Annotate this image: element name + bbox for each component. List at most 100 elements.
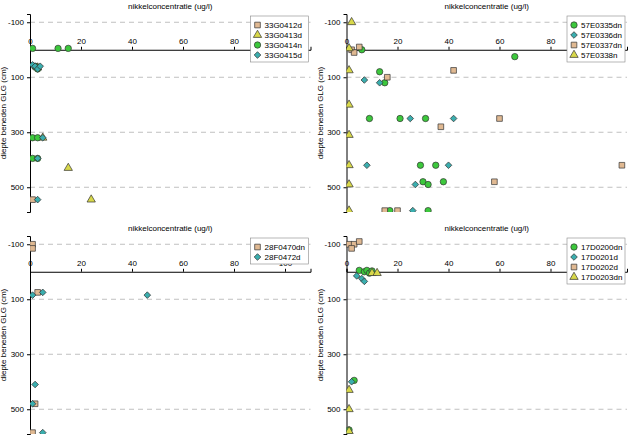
- y-tick-mark: [344, 187, 347, 188]
- data-point: [32, 381, 39, 388]
- x-axis-line: [31, 269, 312, 273]
- data-point: [347, 17, 355, 24]
- y-tick-mark: [27, 354, 30, 355]
- data-point: [397, 115, 403, 121]
- x-tick-mark: [347, 269, 348, 272]
- y-tick: -100: [8, 18, 30, 27]
- x-tick: 80: [230, 37, 239, 50]
- data-point: [425, 207, 431, 212]
- x-tick-mark: [398, 47, 399, 50]
- series: [30, 62, 46, 203]
- y-tick-label: 100: [11, 73, 25, 82]
- series: [30, 289, 151, 434]
- y-tick-mark: [27, 132, 30, 133]
- grid-line: [347, 299, 628, 300]
- y-axis-title: diepte beneden GLG (cm): [0, 288, 8, 381]
- y-tick-label: -100: [8, 18, 25, 27]
- marks: [30, 45, 95, 203]
- legend-label: 57E0337dn: [581, 41, 622, 50]
- x-tick-label: 80: [547, 259, 556, 268]
- legend-label: 33G0415d: [265, 51, 302, 60]
- data-point: [30, 400, 36, 407]
- x-tick-label: 40: [445, 37, 454, 46]
- legend: 57E0335dn57E0336dn57E0337dn57E0338n: [567, 16, 625, 62]
- y-tick-label: -100: [324, 18, 341, 27]
- data-point: [361, 278, 368, 285]
- data-point: [30, 246, 35, 252]
- y-tick: 300: [327, 350, 346, 359]
- legend-box: [251, 16, 309, 62]
- legend-label: 28F0470dn: [265, 243, 305, 252]
- grid-line: [347, 409, 628, 410]
- x-tick-label: 60: [496, 37, 505, 46]
- x-tick-label: 0: [28, 37, 33, 46]
- x-tick-mark: [500, 47, 501, 50]
- data-point: [347, 44, 354, 51]
- series: [347, 239, 363, 252]
- x-tick: 0: [345, 259, 350, 272]
- y-tick: 500: [327, 183, 346, 192]
- legend-box: [567, 238, 625, 284]
- panel: -10010030050002040608010017D0200dn17D020…: [316, 224, 628, 436]
- data-point: [409, 207, 416, 212]
- series: [30, 45, 71, 161]
- y-tick-label: -100: [8, 240, 25, 249]
- data-point: [450, 115, 457, 122]
- legend-symbol: [254, 52, 261, 59]
- grid-line: [30, 77, 311, 78]
- plot-area: -10010030050002040608010033G0412d33G0413…: [8, 15, 311, 213]
- x-tick: 60: [496, 259, 505, 272]
- legend-label: 57E0336dn: [581, 31, 622, 40]
- y-tick-mark: [344, 132, 347, 133]
- chart-figure: -10010030050002040608010033G0412d33G0413…: [0, 0, 633, 444]
- legend-item: 28F0472d: [254, 253, 300, 262]
- x-tick-mark: [398, 269, 399, 272]
- y-tick: 100: [11, 73, 30, 82]
- grid: [347, 244, 628, 409]
- data-point: [34, 155, 41, 162]
- x-tick-mark: [132, 269, 133, 272]
- data-point: [347, 427, 353, 433]
- y-tick: 100: [327, 73, 346, 82]
- x-tick-mark: [132, 47, 133, 50]
- data-point: [347, 385, 354, 392]
- x-tick-label: 20: [394, 259, 403, 268]
- x-tick-label: 0: [345, 259, 350, 268]
- legend-item: 57E0335dn: [571, 21, 622, 30]
- series: [349, 44, 625, 212]
- x-axis-title: nikkelconcentratie (ug/l): [445, 2, 530, 11]
- data-point: [55, 45, 61, 51]
- legend-symbol: [255, 244, 261, 250]
- legend-item: 33G0412d: [255, 21, 302, 30]
- legend-label: 17D0200dn: [581, 243, 622, 252]
- y-axis: -100100300500: [8, 237, 31, 435]
- x-tick: 20: [394, 37, 403, 50]
- x-tick: 20: [77, 37, 86, 50]
- legend-symbol: [253, 30, 261, 37]
- data-point: [34, 196, 41, 203]
- x-tick: 40: [445, 37, 454, 50]
- legend: 28F0470dn28F0472d: [251, 238, 309, 264]
- data-point: [30, 430, 35, 434]
- y-tick-mark: [344, 244, 347, 245]
- legend-box: [567, 16, 625, 62]
- data-point: [30, 292, 36, 299]
- grid-line: [347, 354, 628, 355]
- data-point: [39, 134, 46, 141]
- legend-box: [251, 238, 309, 264]
- data-point: [433, 162, 439, 168]
- x-tick-label: 0: [28, 259, 33, 268]
- y-tick-label: -100: [324, 240, 341, 249]
- data-point: [512, 53, 518, 59]
- grid-line: [347, 187, 628, 188]
- y-tick-mark: [344, 77, 347, 78]
- legend-label: 57E0338n: [581, 51, 617, 60]
- data-point: [492, 179, 498, 185]
- data-point: [347, 100, 354, 107]
- y-axis-title: diepte beneden GLG (cm): [316, 66, 325, 159]
- x-tick: 60: [496, 37, 505, 50]
- plot-area: -10010030050002040608010028F0470dn28F047…: [8, 237, 311, 436]
- marks: [347, 239, 382, 434]
- legend-symbol: [254, 42, 260, 48]
- x-tick-mark: [285, 269, 286, 272]
